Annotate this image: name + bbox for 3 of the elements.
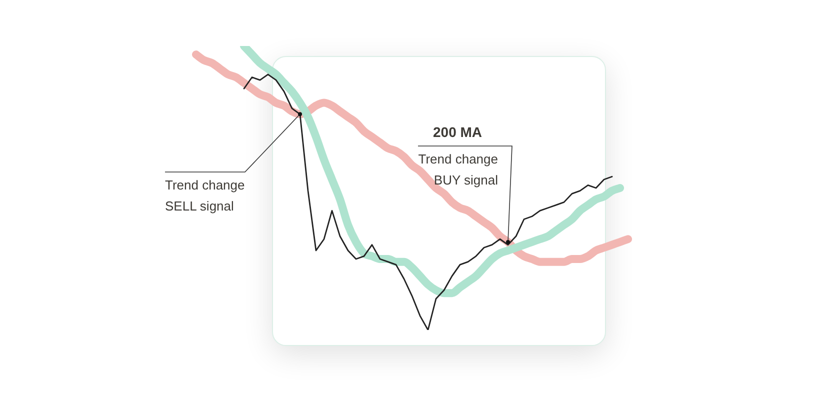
annotation: Trend change BUY signal	[418, 152, 498, 188]
annotation: 200 MA	[433, 124, 482, 140]
annotation: Trend change SELL signal	[165, 178, 245, 214]
